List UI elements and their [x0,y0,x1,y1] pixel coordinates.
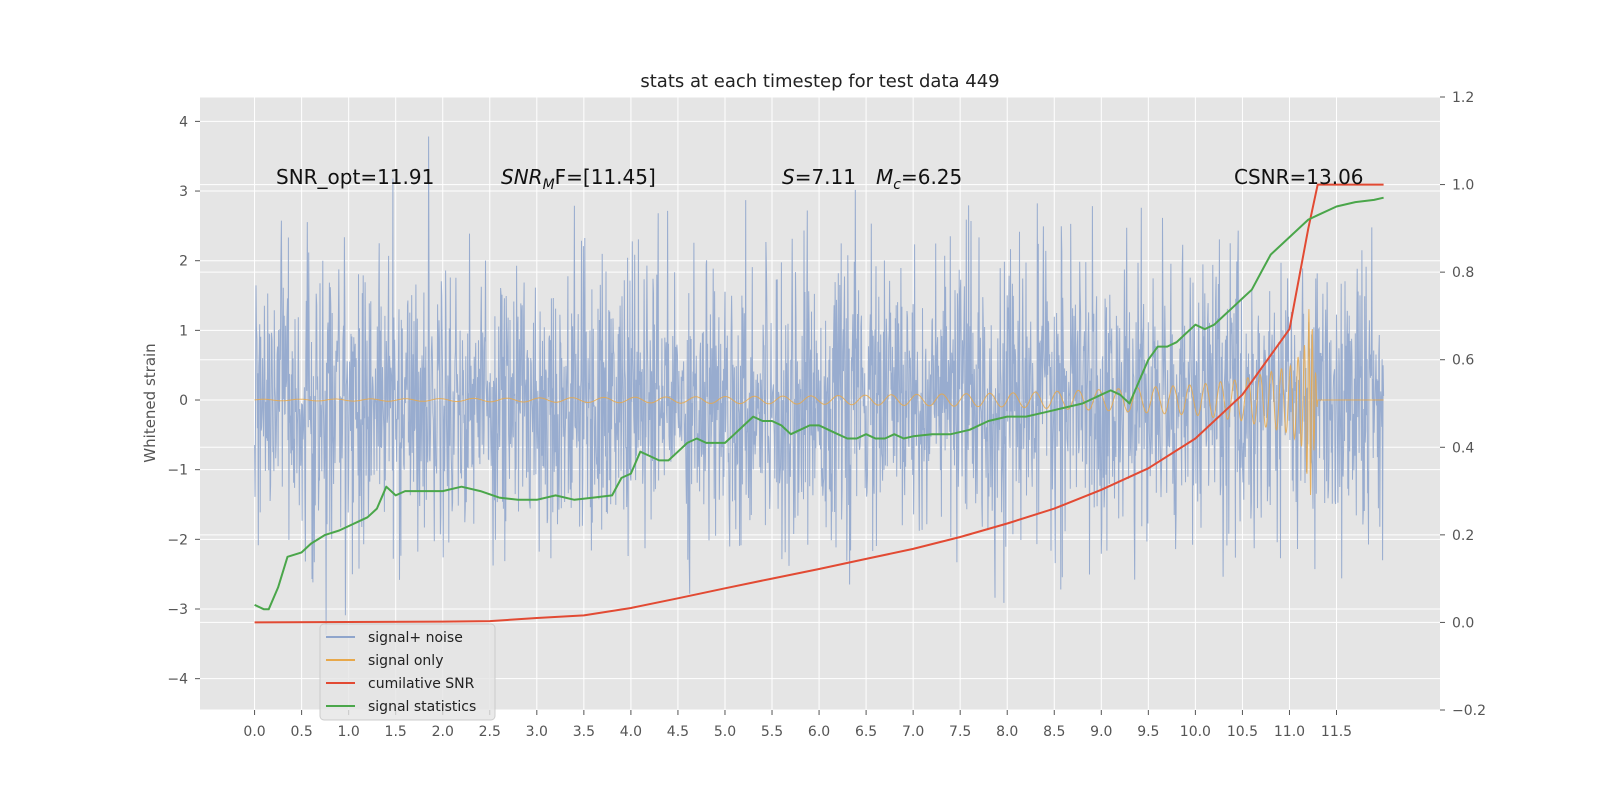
x-tick-label: 2.5 [479,724,501,740]
chart-title: stats at each timestep for test data 449 [640,71,999,92]
x-tick-label: 0.0 [243,724,265,740]
y-tick-label: −2 [167,532,188,548]
x-tick-label: 10.5 [1227,724,1258,740]
axes: 0.0 0.5 1.0 1.5 2.0 2.5 3.0 3.5 4.0 4.5 5.0 5.5 6.0 6… [167,90,1486,740]
annotation-s-base: S [782,165,795,189]
y2-tick-label: 1.0 [1452,178,1474,194]
x-tick-label: 6.5 [855,724,877,740]
y2-tick-label: 0.4 [1452,440,1474,456]
annotation-snr-mf: SNRMF=[11.45] [501,165,656,193]
y-tick-label: 3 [179,184,188,200]
annotation-snr-mf-base: SNR [501,165,543,189]
x-tick-label: 5.0 [714,724,736,740]
x-tick-label: 1.5 [385,724,407,740]
annotation-csnr: CSNR=13.06 [1234,165,1364,189]
x-tick-label: 8.0 [996,724,1018,740]
annotation-snr-mf-tail: F=[11.45] [555,165,656,189]
x-tick-label: 7.0 [902,724,924,740]
annotation-s-value: S=7.11 [782,165,856,189]
x-tick-label: 2.0 [432,724,454,740]
annotation-snr-opt: SNR_opt=11.91 [276,165,434,189]
x-tick-label: 4.5 [667,724,689,740]
y2-tick-label: 1.2 [1452,90,1474,106]
y-tick-label: −4 [167,672,188,688]
x-tick-label: 1.0 [338,724,360,740]
y-axis-label: Whitened strain [141,343,159,462]
series-signal-noise [254,136,1385,635]
y-tick-label: −1 [167,463,188,479]
annotation-snr-mf-sub: M [543,177,555,193]
x-tick-label: 3.0 [526,724,548,740]
annotation-s-tail: =7.11 [795,165,856,189]
legend: signal+ noise signal only cumilative SNR… [319,623,496,721]
x-tick-label: 11.5 [1321,724,1352,740]
y2-tick-label: 0.2 [1452,528,1474,544]
legend-label-signal-noise: signal+ noise [368,630,463,646]
legend-label-signal-statistics: signal statistics [368,699,476,715]
x-tick-label: 7.5 [949,724,971,740]
annotation-mc-sub: c [893,177,901,193]
y-tick-label: 0 [179,393,188,409]
legend-box [319,623,496,721]
x-tick-label: 9.0 [1090,724,1112,740]
annotations: SNR_opt=11.91 SNRMF=[11.45] S=7.11 Mc=6.… [276,165,1364,193]
y2-tick-label: 0.6 [1452,353,1474,369]
x-tick-label: 3.5 [573,724,595,740]
y-tick-label: −3 [167,602,188,618]
x-tick-label: 11.0 [1274,724,1305,740]
x-tick-label: 10.0 [1180,724,1211,740]
legend-label-signal-only: signal only [368,653,443,669]
series-signal-statistics [254,196,1384,611]
legend-label-cumulative-snr: cumilative SNR [368,676,475,692]
annotation-mc-tail: =6.25 [901,165,962,189]
series-layer [254,136,1385,635]
y2-tick-label: −0.2 [1452,703,1486,719]
y2-tick-label: 0.8 [1452,265,1474,281]
x-tick-label: 4.0 [620,724,642,740]
annotation-mc-value: Mc=6.25 [876,165,962,193]
y2-tick-label: 0.0 [1452,615,1474,631]
y-tick-label: 1 [179,323,188,339]
x-tick-label: 6.0 [808,724,830,740]
x-tick-label: 0.5 [290,724,312,740]
series-signal-only [254,309,1384,496]
y-tick-label: 4 [179,114,188,130]
y-tick-label: 2 [179,254,188,270]
annotation-mc-base: M [876,165,893,189]
x-tick-label: 8.5 [1043,724,1065,740]
x-tick-label: 5.5 [761,724,783,740]
x-tick-label: 9.5 [1137,724,1159,740]
series-cumulative-snr [254,183,1384,624]
